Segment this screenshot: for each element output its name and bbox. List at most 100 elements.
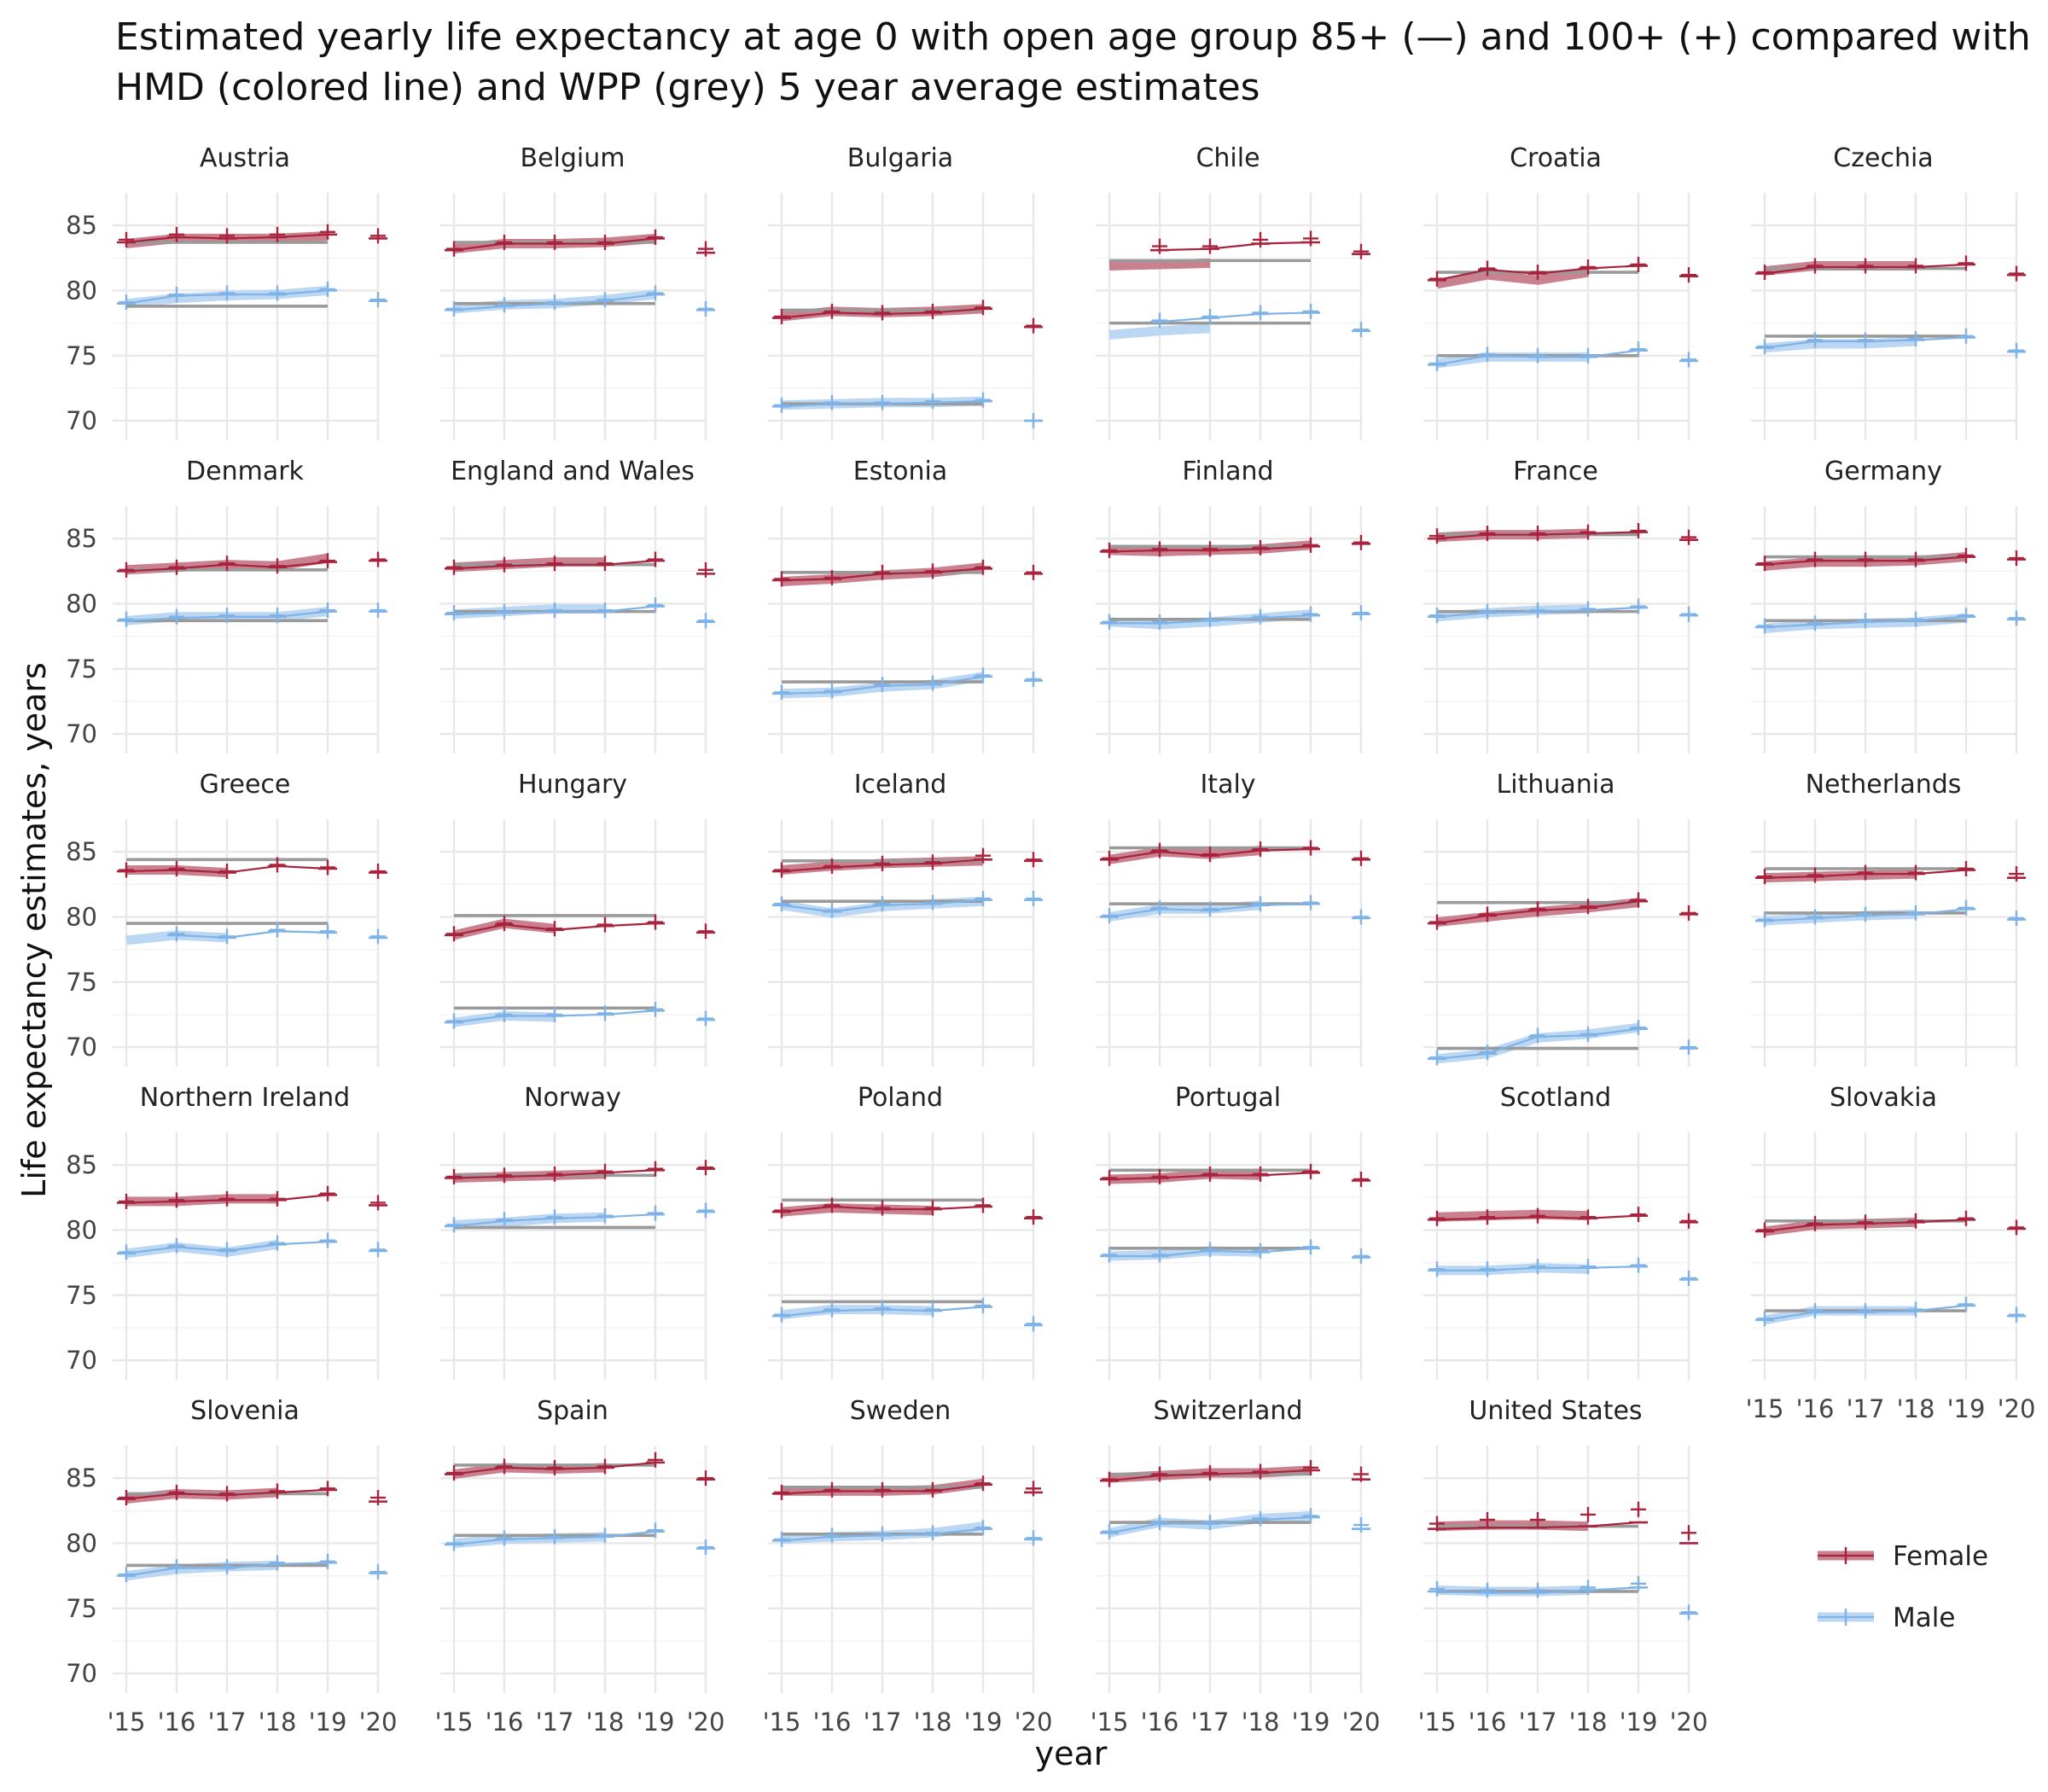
female-open100-plus: [1429, 1210, 1445, 1226]
male-open100-plus: [698, 1202, 713, 1219]
male-open100-plus: [648, 285, 663, 301]
female-open100-plus: [1631, 256, 1646, 272]
male-open100-plus: [1480, 1044, 1495, 1061]
female-open100-plus: [648, 914, 663, 930]
female-open100-plus: [1102, 542, 1117, 558]
y-tick-label: 85: [66, 211, 97, 240]
male-open100-plus: [119, 294, 134, 311]
male-open100-plus: [169, 608, 184, 625]
female-open100-plus: [320, 859, 335, 876]
female-open100-plus: [2009, 1219, 2024, 1236]
female-open100-plus: [497, 916, 512, 932]
female-open100-plus: [1807, 551, 1823, 567]
panel-denmark: Denmark 70 75 80 85: [66, 457, 387, 753]
x-tick-label: '18: [259, 1708, 297, 1737]
x-tick-label: '20: [1015, 1708, 1053, 1737]
male-open100-plus: [1353, 322, 1369, 338]
y-tick-label: 75: [66, 1594, 97, 1623]
y-axis-title: Life expectancy estimates, years: [15, 662, 53, 1198]
panel-strip-label: Slovakia: [1830, 1083, 1937, 1113]
female-open100-plus: [1681, 267, 1696, 283]
male-open100-plus: [1631, 1257, 1646, 1273]
male-open100-plus: [824, 394, 840, 410]
male-open100-plus: [1102, 1247, 1117, 1263]
female-open100-plus: [824, 1197, 840, 1213]
male-open100-plus: [1858, 613, 1873, 629]
female-open100-plus: [975, 847, 991, 864]
male-open100-plus: [1152, 312, 1167, 329]
male-open100-plus: [824, 683, 840, 699]
male-open100-plus: [597, 1207, 613, 1224]
panel-chile: Chile: [1096, 143, 1370, 440]
male-open100-plus: [925, 1525, 940, 1541]
female-open100-plus: [774, 309, 789, 324]
female-open100-plus: [1253, 1166, 1268, 1182]
female-open100-plus: [1858, 864, 1873, 881]
x-tick-label: '17: [864, 1708, 902, 1737]
y-tick-label: 80: [66, 1215, 97, 1244]
male-open100-plus: [1631, 598, 1646, 614]
x-tick-label: '20: [1342, 1708, 1381, 1737]
male-open100-plus: [1303, 1508, 1318, 1524]
female-open100-plus: [219, 228, 235, 244]
male-open100-plus: [1026, 672, 1041, 687]
panel-gridlines: [1096, 1446, 1363, 1693]
female-open100-plus: [1807, 1215, 1823, 1231]
male-open100-plus: [320, 1232, 335, 1248]
panel-austria: Austria 70 75 80 85: [66, 143, 387, 440]
female-open100-plus: [270, 1190, 285, 1207]
x-tick-label: '16: [813, 1708, 852, 1737]
female-open100-plus: [169, 559, 184, 575]
female-open100-plus: [1253, 841, 1268, 858]
legend: Female Male: [1818, 1541, 1988, 1633]
male-open100-plus: [219, 928, 235, 945]
male-open100-plus: [975, 1298, 991, 1313]
panel-gridlines: [113, 1132, 380, 1380]
female-open100-plus: [824, 858, 840, 874]
male-open100-plus: [497, 297, 512, 313]
male-open100-plus: [1253, 1242, 1268, 1259]
female-open100-plus: [1480, 1512, 1495, 1527]
female-open100-plus: [1480, 1209, 1495, 1225]
female-open100-plus: [370, 1195, 386, 1211]
male-open100-plus: [446, 1013, 462, 1029]
male-open100-plus: [1908, 611, 1923, 627]
male-open100-plus: [1202, 901, 1218, 917]
male-open100-plus: [648, 1522, 663, 1539]
male-open100-plus: [1303, 303, 1318, 319]
x-tick-label: '17: [1847, 1394, 1885, 1423]
female-open100-plus: [1908, 551, 1923, 567]
panel-strip-label: Bulgaria: [847, 143, 953, 173]
panel-gridlines: [440, 1132, 707, 1380]
female-open100-plus: [497, 1167, 512, 1184]
panel-slovakia: Slovakia '15 '16 '17 '18 '19 '20: [1746, 1083, 2036, 1423]
male-open100-plus: [1353, 909, 1369, 925]
female-open85-line: [1159, 241, 1312, 252]
female-open100-plus: [1530, 265, 1545, 281]
x-tick-label: '19: [637, 1708, 675, 1737]
female-open100-plus: [1353, 243, 1369, 259]
panel-strip-label: Netherlands: [1806, 770, 1962, 800]
female-open100-plus: [119, 561, 134, 578]
legend-label: Male: [1893, 1603, 1955, 1633]
female-open100-plus: [1757, 869, 1772, 885]
female-open100-plus: [1152, 1466, 1167, 1482]
panel-strip-label: Scotland: [1500, 1083, 1611, 1113]
facet-panels: Austria 70 75 80 85 Belgium Bulgaria Chile Croat…: [66, 143, 2035, 1737]
y-tick-label: 70: [66, 1033, 97, 1062]
x-tick-label: '16: [1141, 1708, 1179, 1737]
y-tick-label: 85: [66, 1463, 97, 1492]
male-open100-plus: [1958, 328, 1974, 344]
female-open100-plus: [698, 1160, 713, 1176]
female-open100-plus: [446, 926, 462, 942]
x-tick-label: '20: [687, 1708, 725, 1737]
female-open100-plus: [320, 553, 335, 569]
y-tick-label: 70: [66, 1346, 97, 1375]
y-tick-label: 80: [66, 902, 97, 931]
male-open100-plus: [648, 1001, 663, 1017]
female-open100-plus: [446, 241, 462, 257]
female-open100-plus: [1480, 260, 1495, 276]
male-open100-plus: [1429, 608, 1445, 624]
male-open100-plus: [1580, 1580, 1596, 1596]
female-open100-plus: [875, 1200, 890, 1216]
